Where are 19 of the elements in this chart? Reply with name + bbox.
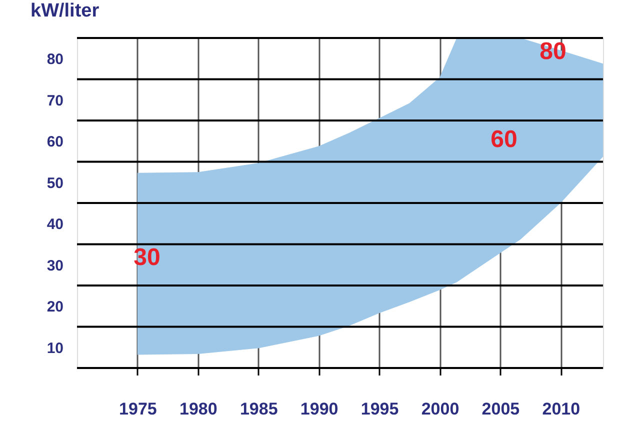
annotation: 80 (540, 38, 566, 65)
x-tick-label: 1980 (180, 400, 218, 418)
y-tick-label: 50 (46, 174, 64, 192)
y-tick-label: 40 (46, 216, 64, 234)
x-tick-label: 1990 (300, 400, 338, 418)
x-tick-label: 1975 (119, 400, 157, 418)
x-tick-label: 1985 (240, 400, 278, 418)
x-tick-label: 2005 (482, 400, 520, 418)
x-tick-label: 1995 (360, 400, 399, 418)
y-tick-label: 10 (46, 340, 64, 357)
y-tick-label: 70 (46, 92, 64, 110)
annotation: 60 (490, 126, 518, 153)
x-tick-label: 2010 (542, 400, 580, 418)
y-tick-label: 80 (46, 51, 64, 68)
y-tick-label: 30 (46, 257, 64, 274)
y-tick-label: 60 (46, 134, 64, 151)
y-axis-title: kW/liter (30, 0, 100, 22)
x-tick-label: 2000 (421, 400, 460, 418)
y-tick-label: 20 (46, 298, 64, 316)
